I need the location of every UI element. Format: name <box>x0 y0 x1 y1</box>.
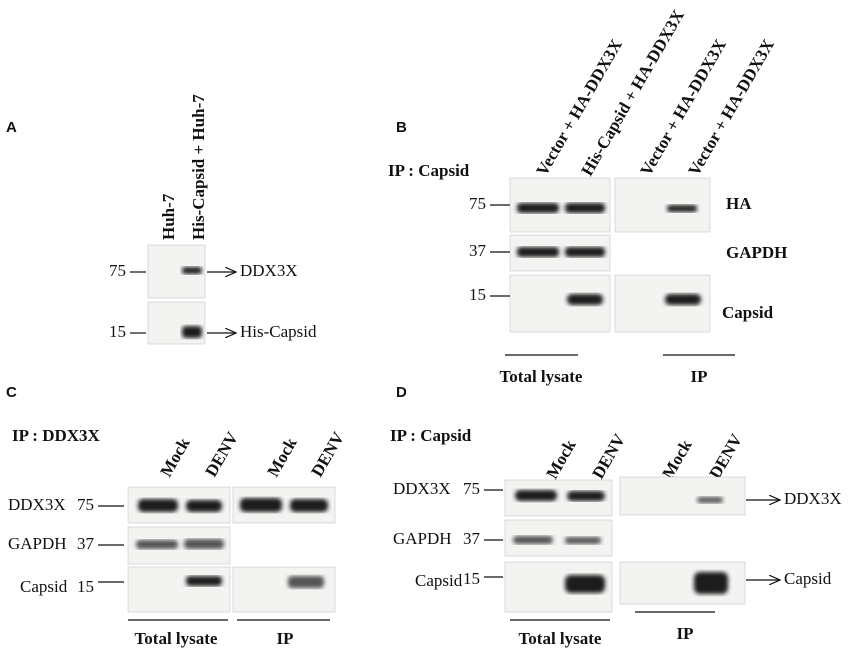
lane-label: DENV <box>588 430 629 482</box>
band <box>290 499 328 512</box>
band <box>697 497 723 503</box>
band <box>517 247 559 257</box>
panel-label: A <box>6 119 17 136</box>
marker: 15 <box>463 569 480 588</box>
target-label: DDX3X <box>784 489 842 508</box>
target-label: GAPDH <box>726 243 787 262</box>
panel-label: D <box>396 384 407 401</box>
band <box>240 498 282 512</box>
band <box>136 540 178 549</box>
band <box>182 267 202 274</box>
group-label: Total lysate <box>519 629 602 648</box>
marker: 15 <box>77 577 94 596</box>
blot <box>619 476 746 516</box>
band <box>184 539 224 549</box>
group-label: IP <box>677 624 694 643</box>
row-label: GAPDH <box>393 529 452 548</box>
group-label: IP <box>277 629 294 648</box>
band <box>667 205 697 212</box>
row-label: Capsid <box>20 577 68 596</box>
lane-label: Vector + HA-DDX3X <box>532 35 626 179</box>
lane-label: Mock <box>658 436 695 482</box>
panel-label: B <box>396 119 407 136</box>
band <box>513 536 553 544</box>
band <box>515 490 557 501</box>
band <box>565 575 605 593</box>
target-label: His-Capsid <box>240 322 317 341</box>
band <box>567 491 605 501</box>
band <box>665 294 701 305</box>
band <box>517 203 559 213</box>
lane-label: DENV <box>201 428 242 480</box>
ip-label: IP : Capsid <box>388 161 470 180</box>
panel-label: C <box>6 384 17 401</box>
band <box>182 326 202 338</box>
blot <box>232 566 336 613</box>
marker: 37 <box>463 529 481 548</box>
lane-label: Huh-7 <box>159 193 178 240</box>
lane-label: His-Capsid + Huh-7 <box>189 94 208 240</box>
marker: 75 <box>109 261 126 280</box>
blot <box>127 566 231 613</box>
band <box>565 247 605 257</box>
lane-label: DENV <box>307 428 348 480</box>
marker: 75 <box>469 194 486 213</box>
group-label: Total lysate <box>135 629 218 648</box>
ip-label: IP : Capsid <box>390 426 472 445</box>
band <box>565 537 601 544</box>
group-label: IP <box>691 367 708 386</box>
marker: 37 <box>469 241 487 260</box>
marker: 75 <box>463 479 480 498</box>
band <box>694 572 728 594</box>
row-label: Capsid <box>415 571 463 590</box>
ip-label: IP : DDX3X <box>12 426 101 445</box>
marker: 15 <box>109 322 126 341</box>
row-label: DDX3X <box>393 479 451 498</box>
lane-label: Vector + HA-DDX3X <box>684 35 778 179</box>
band <box>186 576 222 586</box>
lane-label: Mock <box>542 436 579 482</box>
blot <box>614 177 711 233</box>
band <box>288 576 324 588</box>
lane-label: DENV <box>705 430 746 482</box>
target-label: HA <box>726 194 752 213</box>
lane-label: Mock <box>156 434 193 480</box>
band <box>186 500 222 512</box>
marker: 15 <box>469 285 486 304</box>
row-label: DDX3X <box>8 495 66 514</box>
row-label: GAPDH <box>8 534 67 553</box>
target-label: Capsid <box>784 569 832 588</box>
marker: 37 <box>77 534 95 553</box>
lane-label: Mock <box>263 434 300 480</box>
band <box>138 499 178 512</box>
marker: 75 <box>77 495 94 514</box>
target-label: DDX3X <box>240 261 298 280</box>
target-label: Capsid <box>722 303 774 322</box>
group-label: Total lysate <box>500 367 583 386</box>
band <box>565 203 605 213</box>
band <box>567 294 603 305</box>
